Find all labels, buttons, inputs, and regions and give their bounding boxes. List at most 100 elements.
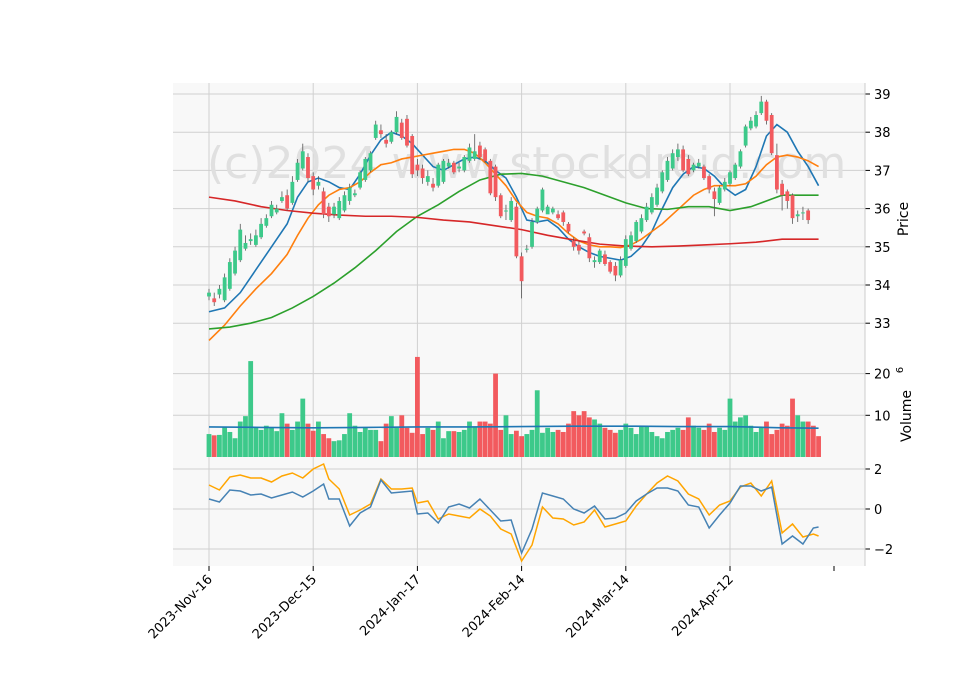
x-tick-label: 2024-Feb-14 <box>460 572 529 641</box>
candle-body <box>472 151 477 159</box>
candle-body <box>603 254 607 264</box>
oscillator-tick-label: −2 <box>874 543 893 558</box>
candle-body <box>207 292 211 297</box>
candle-body <box>457 166 461 169</box>
volume-bar <box>435 421 441 457</box>
candle-body <box>290 181 295 203</box>
price-tick-label: 37 <box>874 164 891 179</box>
candle <box>634 220 639 243</box>
volume-bar <box>289 429 295 457</box>
candle <box>415 158 420 177</box>
candle <box>785 189 790 209</box>
volume-bar <box>628 427 634 457</box>
volume-bar <box>701 429 707 457</box>
candle <box>686 155 691 177</box>
candle-body <box>540 189 545 211</box>
candle-body <box>613 265 618 276</box>
candle <box>379 124 383 138</box>
candle-body <box>238 229 243 261</box>
candle <box>717 185 722 205</box>
volume-bar <box>513 430 519 457</box>
candle-body <box>655 187 659 205</box>
volume-bar <box>253 427 259 457</box>
candle <box>764 99 769 125</box>
candle-body <box>222 277 227 301</box>
volume-bar <box>362 427 368 457</box>
candle-body <box>493 166 498 198</box>
candle <box>321 187 326 219</box>
volume-bar <box>597 423 603 457</box>
volume-bar <box>649 431 655 457</box>
volume-bar <box>706 423 712 457</box>
candle-body <box>681 149 686 171</box>
candle <box>238 223 243 263</box>
volume-bar <box>602 427 608 457</box>
volume-bar <box>639 425 644 457</box>
candle <box>285 189 290 211</box>
candle-body <box>352 193 357 196</box>
candle-body <box>274 208 279 213</box>
candle <box>722 178 727 192</box>
volume-bar <box>420 434 426 457</box>
candle-body <box>550 208 555 213</box>
candle <box>306 153 310 182</box>
candle <box>556 210 560 221</box>
price-tick-label: 33 <box>874 317 891 332</box>
candle <box>743 124 748 148</box>
candle-body <box>316 181 321 186</box>
candle-body <box>571 241 576 247</box>
candle-body <box>728 172 732 184</box>
candle <box>550 206 555 215</box>
volume-bar <box>258 429 264 457</box>
candle <box>368 151 373 173</box>
volume-bar <box>743 415 749 457</box>
volume-bar <box>336 440 342 457</box>
candle <box>780 179 784 211</box>
volume-bar <box>654 436 660 457</box>
volume-bar <box>269 427 274 457</box>
candle <box>405 115 409 148</box>
candle-body <box>738 151 743 167</box>
candle <box>373 120 378 140</box>
candle <box>363 157 368 182</box>
candle <box>248 233 253 245</box>
moving-average-line <box>208 196 819 248</box>
candle-body <box>795 214 800 217</box>
volume-bar <box>566 423 571 457</box>
candle-body <box>295 162 300 180</box>
candle <box>347 183 352 205</box>
candle-body <box>363 158 368 180</box>
volume-bar <box>758 427 764 457</box>
candle-body <box>618 260 623 276</box>
candle-body <box>545 206 550 215</box>
candle <box>712 187 717 217</box>
candle <box>358 170 362 190</box>
candle-body <box>691 164 696 171</box>
candle-body <box>342 195 347 211</box>
candle-body <box>707 176 712 190</box>
candle-body <box>623 239 628 266</box>
volume-bar <box>732 421 738 457</box>
volume-bar <box>461 429 467 457</box>
candle-body <box>733 164 738 179</box>
moving-average-line <box>208 148 819 341</box>
candle-body <box>676 149 680 158</box>
candle-body <box>384 139 389 144</box>
volume-bar <box>237 421 243 457</box>
candle-body <box>300 151 305 169</box>
volume-bar <box>394 427 399 457</box>
volume-bar <box>305 423 311 457</box>
price-tick-label: 34 <box>874 279 891 294</box>
candle <box>582 229 587 236</box>
candle-body <box>748 120 753 129</box>
x-tick-label: 2024-Jan-17 <box>357 572 424 639</box>
candle-body <box>639 218 644 232</box>
candle-body <box>587 237 592 259</box>
volume-bar <box>243 416 248 457</box>
volume-bar <box>810 425 816 457</box>
volume-bar <box>644 425 650 457</box>
candle <box>681 145 686 173</box>
volume-bar <box>451 431 457 457</box>
candle <box>759 95 764 116</box>
volume-bar <box>592 419 597 457</box>
